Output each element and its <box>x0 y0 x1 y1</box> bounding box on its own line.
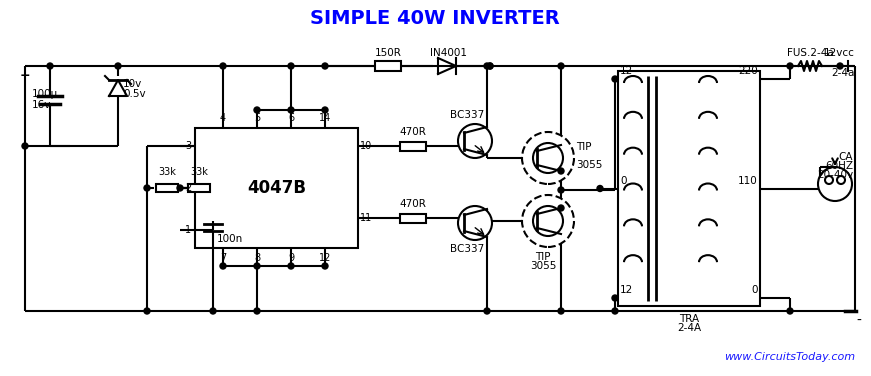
Circle shape <box>458 124 492 158</box>
Circle shape <box>220 263 226 269</box>
Circle shape <box>612 308 618 314</box>
Text: TIP: TIP <box>536 252 550 262</box>
Circle shape <box>558 63 564 69</box>
Circle shape <box>837 63 843 69</box>
Text: 3055: 3055 <box>530 261 557 271</box>
Text: BC337: BC337 <box>450 244 484 254</box>
Circle shape <box>558 205 564 211</box>
Circle shape <box>837 176 845 184</box>
Text: 33k: 33k <box>190 167 208 177</box>
Text: 150R: 150R <box>375 48 402 58</box>
Circle shape <box>522 195 574 247</box>
Text: 110: 110 <box>739 176 758 185</box>
Circle shape <box>47 63 53 69</box>
Text: 2-4a: 2-4a <box>832 68 855 78</box>
Circle shape <box>787 63 793 69</box>
Text: +: + <box>19 69 30 82</box>
Text: 10: 10 <box>360 141 372 151</box>
Text: 3055: 3055 <box>576 160 603 170</box>
Text: 2-4A: 2-4A <box>677 323 701 333</box>
Text: 33k: 33k <box>158 167 176 177</box>
Text: FUS.2-4a: FUS.2-4a <box>787 48 834 58</box>
Bar <box>375 61 401 71</box>
Bar <box>400 141 426 150</box>
Text: 7: 7 <box>219 253 226 263</box>
Circle shape <box>533 206 563 236</box>
Circle shape <box>522 132 574 184</box>
Circle shape <box>487 63 493 69</box>
Text: 470R: 470R <box>400 127 427 137</box>
Text: SIMPLE 40W INVERTER: SIMPLE 40W INVERTER <box>310 9 560 27</box>
Circle shape <box>144 185 150 191</box>
Text: 3: 3 <box>185 141 191 151</box>
Text: 5: 5 <box>253 113 260 123</box>
Circle shape <box>254 308 260 314</box>
Text: 0: 0 <box>620 176 626 185</box>
Circle shape <box>787 308 793 314</box>
Circle shape <box>558 168 564 174</box>
Text: www.CircuitsToday.com: www.CircuitsToday.com <box>724 352 855 362</box>
Circle shape <box>322 107 328 113</box>
Circle shape <box>818 167 852 201</box>
Text: TRA: TRA <box>679 314 699 324</box>
Text: 11: 11 <box>360 213 372 223</box>
Bar <box>156 184 178 192</box>
Text: 100n: 100n <box>217 234 243 244</box>
Text: 2: 2 <box>185 183 191 193</box>
Text: 4047B: 4047B <box>247 179 306 197</box>
Text: 10v: 10v <box>123 79 142 89</box>
Circle shape <box>597 185 603 191</box>
Bar <box>188 184 210 192</box>
Circle shape <box>458 206 492 240</box>
Circle shape <box>612 76 618 82</box>
Text: 6: 6 <box>288 113 294 123</box>
Text: 0: 0 <box>752 285 758 295</box>
Circle shape <box>533 143 563 173</box>
Bar <box>618 71 760 306</box>
Text: 14: 14 <box>319 113 331 123</box>
Circle shape <box>288 107 294 113</box>
Circle shape <box>484 63 490 69</box>
Circle shape <box>612 295 618 301</box>
Text: 100µ: 100µ <box>32 89 58 99</box>
Circle shape <box>825 176 833 184</box>
Text: 9: 9 <box>288 253 294 263</box>
Bar <box>400 214 426 223</box>
Text: 60HZ: 60HZ <box>825 161 853 171</box>
Text: 8: 8 <box>254 253 260 263</box>
Text: 4: 4 <box>220 113 226 123</box>
Text: -: - <box>856 314 861 328</box>
Text: 12vcc: 12vcc <box>824 48 855 58</box>
Circle shape <box>288 263 294 269</box>
Text: 12: 12 <box>620 285 633 295</box>
Text: 470R: 470R <box>400 199 427 209</box>
Circle shape <box>177 185 183 191</box>
Circle shape <box>558 308 564 314</box>
Text: 12: 12 <box>319 253 331 263</box>
Text: 1: 1 <box>185 225 191 235</box>
Circle shape <box>288 63 294 69</box>
Circle shape <box>22 143 28 149</box>
Circle shape <box>254 263 260 269</box>
Circle shape <box>484 308 490 314</box>
Circle shape <box>254 107 260 113</box>
Text: CA: CA <box>839 152 853 162</box>
Circle shape <box>144 308 150 314</box>
Text: 0.5v: 0.5v <box>123 89 145 99</box>
Text: 16v: 16v <box>32 100 51 110</box>
Circle shape <box>487 63 493 69</box>
Circle shape <box>210 308 216 314</box>
Circle shape <box>115 63 121 69</box>
Text: BC337: BC337 <box>450 110 484 120</box>
Circle shape <box>220 63 226 69</box>
Circle shape <box>558 187 564 193</box>
Text: 12: 12 <box>620 66 633 76</box>
Circle shape <box>322 263 328 269</box>
Text: 220: 220 <box>739 66 758 76</box>
Text: 20-40v: 20-40v <box>817 170 853 180</box>
Text: TIP: TIP <box>576 142 591 152</box>
Bar <box>195 128 358 248</box>
Text: IN4001: IN4001 <box>429 48 467 58</box>
Circle shape <box>322 63 328 69</box>
